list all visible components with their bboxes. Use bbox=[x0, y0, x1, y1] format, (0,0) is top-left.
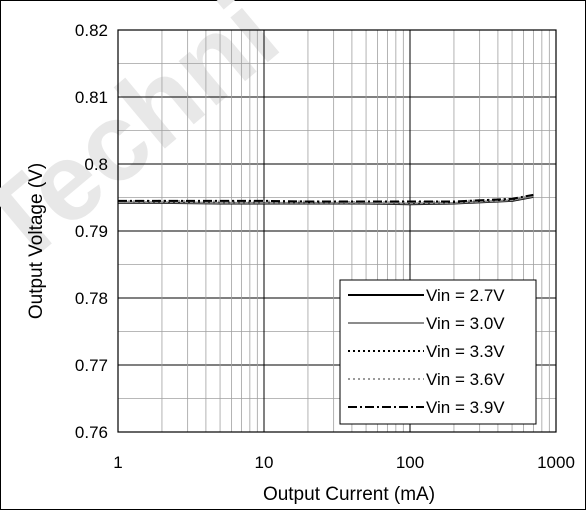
legend: Vin = 2.7V Vin = 3.0V Vin = 3.3V Vin = 3.6V… bbox=[339, 279, 537, 425]
plot-frame bbox=[117, 29, 557, 433]
y-tick-label: 0.8 bbox=[84, 155, 108, 174]
series-group bbox=[117, 193, 534, 206]
legend-label-5: Vin = 3.9V bbox=[426, 398, 505, 417]
y-axis-title: Output Voltage (V) bbox=[26, 163, 47, 319]
legend-label-1: Vin = 2.7V bbox=[426, 286, 505, 305]
y-tick-label: 0.76 bbox=[75, 423, 108, 442]
y-tick-label: 0.79 bbox=[75, 222, 108, 241]
x-tick-label: 1 bbox=[113, 453, 122, 472]
y-tick-label: 0.78 bbox=[75, 289, 108, 308]
y-tick-label: 0.82 bbox=[75, 21, 108, 40]
y-tick-label: 0.77 bbox=[75, 356, 108, 375]
legend-label-4: Vin = 3.6V bbox=[426, 370, 505, 389]
legend-box bbox=[339, 279, 537, 425]
legend-label-2: Vin = 3.0V bbox=[426, 314, 505, 333]
x-tick-label: 10 bbox=[255, 453, 274, 472]
x-tick-label: 100 bbox=[396, 453, 424, 472]
y-tick-label: 0.81 bbox=[75, 88, 108, 107]
x-tick-label: 1000 bbox=[537, 453, 575, 472]
legend-label-3: Vin = 3.3V bbox=[426, 342, 505, 361]
x-axis-title: Output Current (mA) bbox=[263, 484, 435, 505]
axes: 0.76 0.77 0.78 0.79 0.8 0.81 0.82 1 10 100 1000 Out… bbox=[26, 21, 575, 505]
series-line-5 bbox=[118, 193, 534, 203]
